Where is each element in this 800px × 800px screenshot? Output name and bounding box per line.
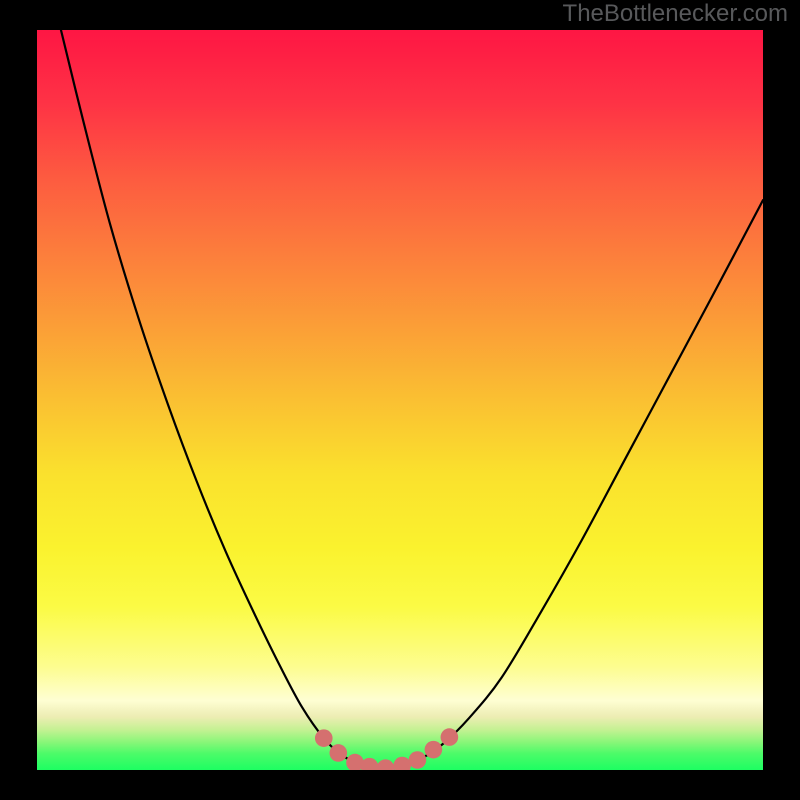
figure-root: TheBottlenecker.com — [0, 0, 800, 800]
chart-background — [37, 30, 763, 770]
curve-marker — [425, 741, 443, 759]
curve-marker — [441, 728, 459, 746]
curve-marker — [409, 751, 427, 769]
curve-marker — [315, 729, 333, 747]
curve-marker — [329, 744, 347, 762]
bottleneck-chart — [0, 0, 800, 800]
watermark-text: TheBottlenecker.com — [563, 0, 788, 28]
